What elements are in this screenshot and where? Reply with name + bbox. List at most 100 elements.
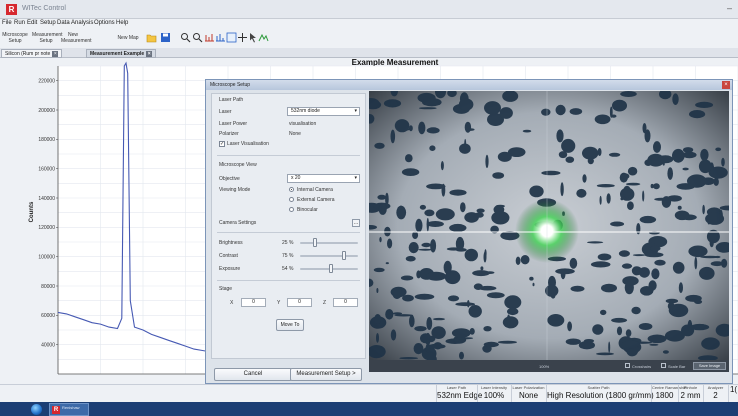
open-folder-icon[interactable] bbox=[146, 32, 157, 43]
toolbar: Microscope Setup Measurement Setup New M… bbox=[0, 29, 738, 47]
stage-y-input[interactable]: 0 bbox=[287, 298, 312, 307]
camera-speckle bbox=[706, 229, 720, 244]
contrast-slider[interactable] bbox=[300, 255, 358, 257]
autoscale-icon[interactable] bbox=[226, 32, 237, 43]
menu-setup[interactable]: Setup bbox=[40, 20, 56, 26]
menu-data[interactable]: Data bbox=[57, 20, 70, 26]
camera-speckle bbox=[373, 267, 385, 273]
exposure-slider-thumb[interactable] bbox=[329, 264, 334, 273]
camera-speckle bbox=[611, 317, 628, 323]
brightness-slider[interactable] bbox=[300, 242, 358, 244]
zoom-x-icon[interactable] bbox=[204, 32, 215, 43]
camera-speckle bbox=[639, 215, 657, 224]
minimize-icon[interactable]: – bbox=[726, 3, 732, 13]
camera-speckle bbox=[418, 121, 426, 135]
camera-speckle bbox=[507, 307, 519, 316]
close-icon[interactable]: × bbox=[52, 50, 59, 57]
camera-speckle bbox=[541, 170, 561, 176]
scale-bar-label: Scale Bar bbox=[668, 364, 686, 369]
chart-title: Example Measurement bbox=[351, 58, 439, 67]
menu-help[interactable]: Help bbox=[116, 20, 129, 26]
camera-zoom-label: 100% bbox=[539, 364, 550, 369]
menu-file[interactable]: File bbox=[2, 20, 12, 26]
camera-speckle bbox=[592, 324, 604, 335]
camera-speckle bbox=[698, 159, 712, 174]
start-button-icon[interactable] bbox=[31, 404, 42, 415]
measurement-setup-button[interactable]: Measurement Setup bbox=[32, 32, 63, 44]
cancel-button[interactable]: Cancel bbox=[214, 368, 292, 381]
camera-speckle bbox=[667, 167, 673, 180]
stage-z-input[interactable]: 0 bbox=[333, 298, 358, 307]
binocular-radio[interactable] bbox=[289, 207, 294, 212]
camera-speckle bbox=[700, 148, 709, 161]
move-to-button[interactable]: Move To bbox=[276, 319, 304, 331]
camera-speckle bbox=[565, 156, 575, 163]
crosshairs-checkbox[interactable] bbox=[625, 363, 630, 368]
camera-settings-button[interactable]: … bbox=[352, 219, 360, 227]
save-image-button[interactable]: Save Image bbox=[693, 362, 726, 370]
camera-speckle bbox=[376, 333, 379, 343]
microscope-setup-button[interactable]: Microscope Setup bbox=[2, 32, 28, 44]
camera-speckle bbox=[608, 341, 611, 353]
camera-speckle bbox=[502, 91, 519, 102]
save-icon[interactable] bbox=[160, 32, 171, 43]
camera-speckle bbox=[507, 147, 526, 157]
pan-icon[interactable] bbox=[237, 32, 248, 43]
taskbar-app-button[interactable]: R Renishaw bbox=[49, 403, 89, 416]
laser-select[interactable]: 532nm diode ▾ bbox=[287, 107, 360, 116]
camera-speckle bbox=[620, 197, 624, 201]
menu-options[interactable]: Options bbox=[94, 20, 115, 26]
camera-image bbox=[369, 91, 729, 360]
camera-speckle bbox=[467, 300, 470, 308]
zoom-in-icon[interactable] bbox=[180, 32, 191, 43]
zoom-out-icon[interactable] bbox=[192, 32, 203, 43]
brightness-label: Brightness bbox=[219, 240, 243, 246]
camera-speckle bbox=[672, 261, 685, 274]
stage-x-input[interactable]: 0 bbox=[241, 298, 266, 307]
camera-speckle bbox=[532, 282, 535, 287]
stage-y-label: Y bbox=[277, 300, 281, 306]
exposure-slider[interactable] bbox=[300, 268, 358, 270]
zoom-y-icon[interactable] bbox=[215, 32, 226, 43]
stage-label: Stage bbox=[219, 286, 233, 292]
brightness-slider-thumb[interactable] bbox=[312, 238, 317, 247]
close-icon[interactable]: × bbox=[146, 50, 153, 57]
camera-speckle bbox=[596, 184, 615, 188]
y-tick-label: 180000 bbox=[38, 137, 55, 143]
menu-run[interactable]: Run bbox=[14, 20, 26, 26]
contrast-slider-thumb[interactable] bbox=[341, 251, 346, 260]
camera-speckle bbox=[449, 189, 467, 196]
menu-edit[interactable]: Edit bbox=[27, 20, 38, 26]
stage-x-label: X bbox=[230, 300, 234, 306]
close-icon[interactable]: × bbox=[722, 81, 730, 89]
camera-speckle bbox=[520, 255, 530, 265]
internal-camera-radio[interactable] bbox=[289, 187, 294, 192]
camera-speckle bbox=[713, 177, 719, 186]
camera-speckle bbox=[472, 270, 490, 277]
camera-speckle bbox=[458, 98, 474, 111]
camera-speckle bbox=[392, 287, 402, 299]
camera-speckle bbox=[710, 261, 724, 267]
measurement-setup-next-button[interactable]: Measurement Setup > bbox=[290, 368, 362, 381]
camera-speckle bbox=[622, 185, 632, 198]
cursor-icon[interactable] bbox=[248, 32, 259, 43]
tab-measurement-example[interactable]: Measurement Example × bbox=[86, 49, 157, 58]
peak-pick-icon[interactable] bbox=[258, 32, 269, 43]
camera-speckle bbox=[597, 148, 602, 156]
new-measurement-button[interactable]: New Measurement bbox=[61, 32, 92, 44]
divider bbox=[217, 155, 360, 156]
tab-silicon[interactable]: Silicon (Rum pr note × bbox=[1, 49, 63, 58]
external-camera-radio[interactable] bbox=[289, 197, 294, 202]
camera-view[interactable] bbox=[369, 91, 729, 360]
objective-select[interactable]: x 20 ▾ bbox=[287, 174, 360, 183]
y-tick-label: 140000 bbox=[38, 196, 55, 202]
camera-speckle bbox=[419, 204, 426, 210]
camera-speckle bbox=[650, 183, 654, 189]
camera-speckle bbox=[719, 205, 729, 211]
laser-visualisation-checkbox[interactable]: ✓ bbox=[219, 141, 225, 147]
scale-bar-checkbox[interactable] bbox=[661, 363, 666, 368]
y-tick-label: 60000 bbox=[41, 313, 55, 319]
new-map-button[interactable]: New Map bbox=[117, 35, 139, 41]
menu-analysis[interactable]: Analysis bbox=[71, 20, 94, 26]
